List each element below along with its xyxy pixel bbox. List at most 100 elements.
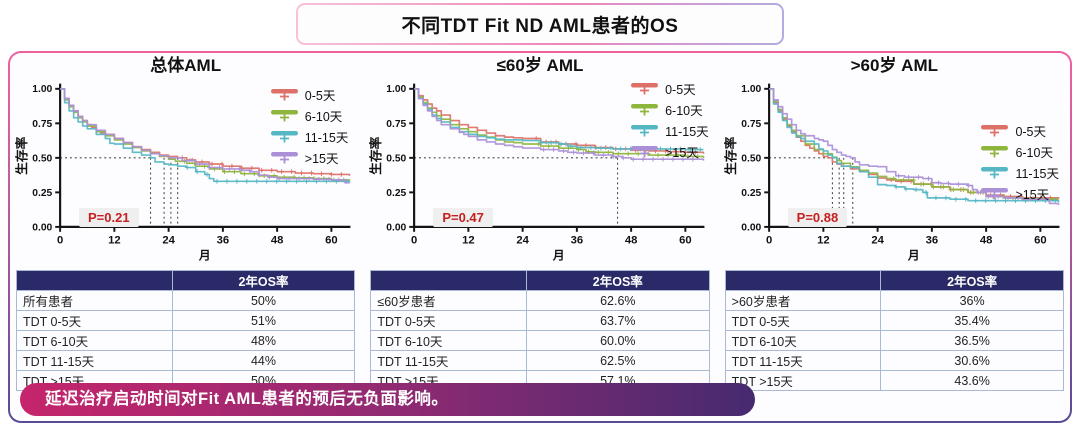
table-row: TDT 11-15天 62.5% <box>370 350 710 371</box>
km-legend-marker-icon <box>981 167 1009 179</box>
censor-mark <box>194 169 200 175</box>
table-row: ≤60岁患者 62.6% <box>370 290 710 311</box>
x-tick-label: 60 <box>679 235 692 247</box>
censor-mark <box>1045 196 1050 202</box>
km-legend-marker-icon <box>270 152 298 164</box>
panel-le60-aml: ≤60岁 AML 0.00 0.25 0.50 0.75 1.00 0 12 24 36 48 60… <box>369 55 710 391</box>
table-row: >60岁患者 36% <box>724 290 1064 311</box>
censor-mark <box>690 156 696 162</box>
censor-mark <box>244 178 250 184</box>
censor-mark <box>670 156 676 162</box>
y-tick-label: 0.75 <box>387 119 407 130</box>
censor-mark <box>309 170 314 176</box>
censor-mark <box>299 170 304 176</box>
censor-mark <box>601 152 607 158</box>
legend-label: 6-10天 <box>665 104 703 118</box>
row-label: TDT 0-5天 <box>370 310 527 331</box>
x-tick-label: 48 <box>980 235 993 247</box>
censor-mark <box>219 161 225 167</box>
km-legend-marker-icon <box>631 83 659 95</box>
censor-mark <box>284 178 289 184</box>
x-tick-label: 12 <box>817 235 830 247</box>
legend-item: 6-10天 <box>981 143 1059 160</box>
censor-mark <box>688 147 694 152</box>
os-rate-value: 62.6% <box>525 290 710 311</box>
legend-item: 0-5天 <box>270 86 349 103</box>
os-rate-value: 62.5% <box>525 350 710 371</box>
censor-mark <box>626 151 631 157</box>
censor-mark <box>276 176 282 181</box>
y-tick-label: 0.00 <box>387 222 407 233</box>
km-legend-marker-icon <box>270 110 298 122</box>
censor-mark <box>259 167 265 173</box>
y-axis-label: 生存率 <box>724 136 738 174</box>
censor-mark <box>903 186 909 192</box>
censor-mark <box>197 161 202 167</box>
censor-mark <box>1012 198 1018 204</box>
censor-mark <box>890 176 896 181</box>
x-tick-label: 24 <box>517 235 530 247</box>
chart-title: 总体AML <box>150 56 222 75</box>
censor-mark <box>611 154 616 159</box>
censor-mark <box>920 181 926 187</box>
censor-mark <box>698 147 703 152</box>
km-curve <box>414 87 705 154</box>
table-col-header: 2年OS率 <box>171 270 356 291</box>
censor-mark <box>316 176 322 182</box>
censor-mark <box>296 176 302 181</box>
os-rate-value: 60.0% <box>525 330 710 351</box>
censor-mark <box>209 161 215 167</box>
os-rate-value: 43.6% <box>880 370 1064 391</box>
table-row: TDT 0-5天 63.7% <box>370 310 710 331</box>
y-tick-label: 0.00 <box>32 222 52 233</box>
os-rate-value: 44% <box>171 350 356 371</box>
x-tick-label: 48 <box>625 235 638 247</box>
os-rate-value: 63.7% <box>525 310 710 331</box>
x-tick-label: 0 <box>57 235 63 247</box>
os-rate-value: 36% <box>880 290 1064 311</box>
legend-label: >15天 <box>665 146 699 160</box>
table-corner-cell <box>16 270 173 291</box>
censor-mark <box>943 195 948 201</box>
x-axis-label: 月 <box>198 249 211 262</box>
censor-mark <box>319 171 324 177</box>
censor-mark <box>571 149 577 155</box>
censor-mark <box>234 178 240 184</box>
censor-mark <box>636 151 641 157</box>
x-tick-label: 48 <box>271 235 284 247</box>
censor-mark <box>207 165 212 170</box>
km-legend-marker-icon <box>631 146 659 158</box>
legend-label: 0-5天 <box>304 89 336 103</box>
row-label: 所有患者 <box>16 290 173 311</box>
censor-mark <box>588 145 594 150</box>
y-tick-label: 0.50 <box>387 153 407 164</box>
x-axis-label: 月 <box>907 249 920 262</box>
legend-item: 11-15天 <box>270 128 348 145</box>
table-col-header: 2年OS率 <box>525 270 710 291</box>
censor-mark <box>668 146 674 152</box>
table-row: 所有患者 50% <box>16 290 356 311</box>
y-tick-label: 0.50 <box>741 153 761 164</box>
legend-label: 6-10天 <box>1015 146 1053 160</box>
km-legend-marker-icon <box>981 125 1009 137</box>
censor-mark <box>900 177 906 183</box>
km-curve <box>768 87 1059 203</box>
os-rate-value: 35.4% <box>880 310 1064 331</box>
table-corner-cell <box>724 270 882 291</box>
chart-title: ≤60岁 AML <box>496 56 584 75</box>
censor-mark <box>187 158 192 163</box>
censor-mark <box>960 187 966 192</box>
chart-title: >60岁 AML <box>850 56 939 75</box>
y-tick-label: 1.00 <box>741 84 761 95</box>
censor-mark <box>229 163 235 169</box>
censor-mark <box>1035 196 1040 202</box>
censor-mark <box>254 178 260 184</box>
censor-mark <box>246 167 252 173</box>
censor-mark <box>940 184 946 190</box>
table-row: TDT 6-10天 36.5% <box>724 330 1064 351</box>
censor-mark <box>693 149 699 155</box>
legend-label: 11-15天 <box>1015 167 1059 181</box>
censor-mark <box>289 169 294 175</box>
